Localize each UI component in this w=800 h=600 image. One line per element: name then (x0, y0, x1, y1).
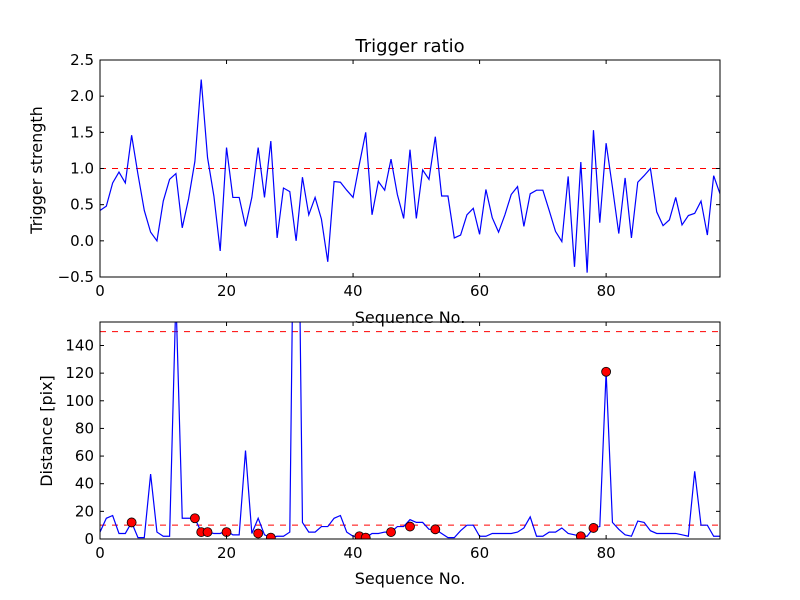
y-tick-label: 80 (75, 419, 94, 437)
y-tick-label: 2.0 (70, 87, 94, 105)
x-tick-label: 40 (344, 544, 363, 562)
data-point-marker (575, 531, 586, 539)
data-point-marker (265, 532, 276, 539)
y-tick-label: 100 (65, 392, 94, 410)
distance-chart: Distance [pix] Sequence No. 0 20 40 60 80 0 20… (37, 321, 721, 588)
x-axis-label: Sequence No. (355, 569, 466, 588)
y-tick-label: 0.0 (70, 232, 94, 250)
data-point-marker (430, 524, 441, 535)
data-point-marker (601, 366, 612, 377)
plot-content (100, 322, 720, 539)
y-tick-label: 2.5 (70, 51, 94, 69)
y-axis-label: Distance [pix] (37, 375, 56, 487)
x-tick-label: 20 (217, 282, 236, 300)
y-tick-label: 1.0 (70, 160, 94, 178)
y-tick-label: 20 (75, 502, 94, 520)
y-tick-label: 120 (65, 364, 94, 382)
x-axis-label: Sequence No. (355, 308, 466, 327)
x-tick-label: 0 (95, 282, 105, 300)
chart-title: Trigger ratio (354, 36, 464, 57)
y-tick-label: 0.5 (70, 196, 94, 214)
data-point-marker (588, 523, 599, 533)
x-tick-label: 60 (470, 282, 489, 300)
x-tick-label: 80 (597, 282, 616, 300)
data-point-marker (126, 517, 137, 528)
data-point-marker (360, 532, 371, 539)
series-line (100, 79, 720, 273)
x-tick-label: 20 (217, 544, 236, 562)
plot-area: 0 20 40 60 80 −0.5 0.0 0.5 1.0 1.5 2.0 2.5 (58, 51, 721, 300)
x-tick-label: 80 (597, 544, 616, 562)
axes-frame (99, 321, 721, 540)
y-tick-label: 40 (75, 475, 94, 493)
x-tick-label: 0 (95, 544, 105, 562)
plot-area: 0 20 40 60 80 0 20 40 60 80 100 120 140 (65, 321, 721, 562)
data-point-marker (189, 513, 200, 524)
x-tick-label: 60 (470, 544, 489, 562)
y-tick-label: 60 (75, 447, 94, 465)
data-point-marker (253, 528, 264, 539)
data-point-marker (386, 527, 396, 537)
y-tick-label: 0 (84, 530, 94, 548)
y-axis-label: Trigger strength (27, 106, 46, 235)
data-point-marker (202, 527, 213, 537)
plot-content (100, 79, 720, 273)
y-tick-label: 1.5 (70, 123, 94, 141)
y-tick-label: 140 (65, 336, 94, 354)
y-tick-label: −0.5 (58, 268, 94, 286)
x-tick-label: 40 (344, 282, 363, 300)
data-point-marker (405, 521, 415, 532)
